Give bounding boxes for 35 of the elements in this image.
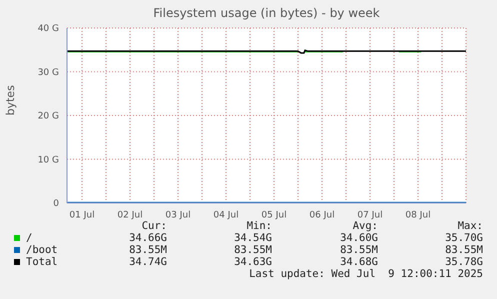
legend-label: / xyxy=(26,232,32,244)
text: 35.70G xyxy=(445,232,483,244)
text: 83.55M xyxy=(340,244,378,256)
text: 35.78G xyxy=(445,256,483,268)
x-tick-label: 02 Jul xyxy=(117,210,143,220)
x-tick-label: 04 Jul xyxy=(213,210,239,220)
legend-label: Total xyxy=(26,256,58,268)
x-tick-label: 03 Jul xyxy=(165,210,191,220)
text: 34.63G xyxy=(234,256,272,268)
x-tick-label: 08 Jul xyxy=(405,210,431,220)
text: Max: xyxy=(458,220,483,232)
x-tick-label: 01 Jul xyxy=(69,210,95,220)
text: 83.55M xyxy=(445,244,483,256)
x-tick-label: 05 Jul xyxy=(261,210,287,220)
legend-label: /boot xyxy=(26,244,58,256)
text: 34.74G xyxy=(129,256,167,268)
y-tick-label: 10 G xyxy=(38,155,60,166)
text: Min: xyxy=(246,220,272,232)
y-tick-label: 20 G xyxy=(38,112,60,122)
y-tick-label: 40 G xyxy=(38,24,60,34)
y-tick-label: 30 G xyxy=(38,68,60,78)
x-tick-label: 07 Jul xyxy=(357,210,383,220)
text: 34.66G xyxy=(129,232,167,244)
text: Last update: Wed Jul 9 12:00:11 2025 xyxy=(249,268,483,280)
text: 34.68G xyxy=(340,256,378,268)
text: 83.55M xyxy=(234,244,272,256)
text: 83.55M xyxy=(129,244,167,256)
y-tick-label: 0 xyxy=(53,199,60,210)
text: 34.60G xyxy=(340,232,378,244)
y-axis-title: bytes xyxy=(4,84,17,116)
text: 34.54G xyxy=(234,232,272,244)
text: Avg: xyxy=(352,220,378,232)
chart-title: Filesystem usage (in bytes) - by week xyxy=(152,6,381,20)
x-tick-label: 06 Jul xyxy=(309,210,335,220)
text: Cur: xyxy=(142,220,167,232)
